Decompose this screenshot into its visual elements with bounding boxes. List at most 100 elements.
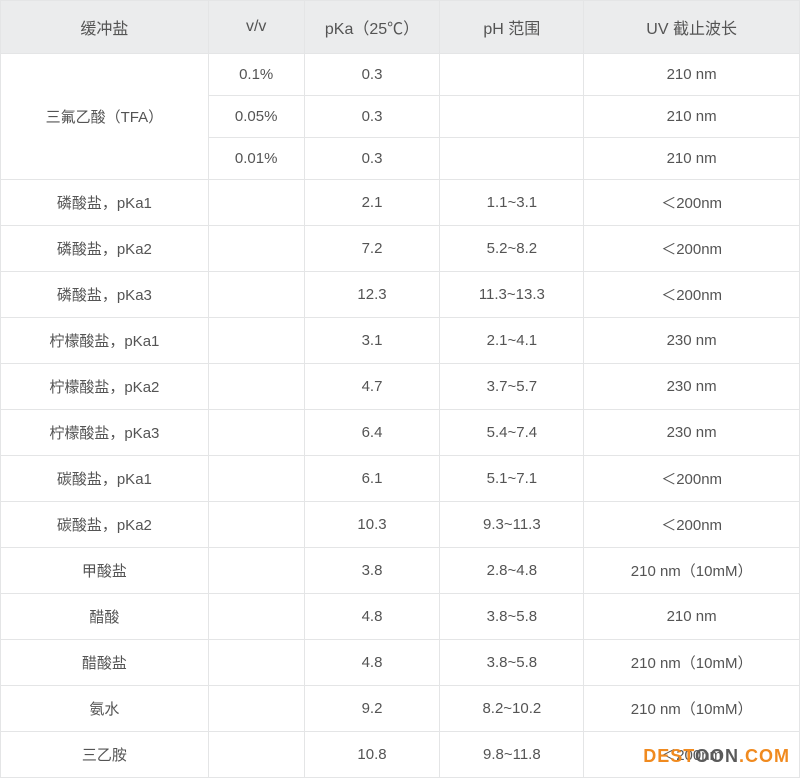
cell-pka: 6.4 [304, 410, 440, 456]
table-row: 醋酸 4.83.8~5.8210 nm [1, 594, 800, 640]
cell-ph: 5.2~8.2 [440, 226, 584, 272]
cell-pka: 0.3 [304, 54, 440, 96]
table-row: 磷酸盐，pKa1 2.11.1~3.1＜200nm [1, 180, 800, 226]
cell-pka: 0.3 [304, 138, 440, 180]
cell-pka: 10.3 [304, 502, 440, 548]
cell-name: 磷酸盐，pKa3 [1, 272, 209, 318]
buffer-salt-table: 缓冲盐 v/v pKa（25℃） pH 范围 UV 截止波长 三氟乙酸（TFA）… [0, 0, 800, 778]
cell-vv: 0.01% [208, 138, 304, 180]
cell-vv [208, 594, 304, 640]
table-row: 磷酸盐，pKa3 12.311.3~13.3＜200nm [1, 272, 800, 318]
cell-ph [440, 54, 584, 96]
cell-ph: 5.4~7.4 [440, 410, 584, 456]
cell-name: 磷酸盐，pKa2 [1, 226, 209, 272]
cell-pka: 6.1 [304, 456, 440, 502]
cell-pka: 3.1 [304, 318, 440, 364]
table-row: 醋酸盐 4.83.8~5.8210 nm（10mM） [1, 640, 800, 686]
cell-vv: 0.05% [208, 96, 304, 138]
cell-vv [208, 502, 304, 548]
cell-vv [208, 640, 304, 686]
cell-vv [208, 180, 304, 226]
cell-name: 柠檬酸盐，pKa1 [1, 318, 209, 364]
cell-ph: 2.1~4.1 [440, 318, 584, 364]
cell-name: 柠檬酸盐，pKa3 [1, 410, 209, 456]
cell-uv: 210 nm（10mM） [584, 640, 800, 686]
cell-pka: 4.8 [304, 640, 440, 686]
table-row: 磷酸盐，pKa2 7.25.2~8.2＜200nm [1, 226, 800, 272]
table-row: 碳酸盐，pKa2 10.39.3~11.3＜200nm [1, 502, 800, 548]
cell-name: 三乙胺 [1, 732, 209, 778]
cell-name: 三氟乙酸（TFA） [1, 54, 209, 180]
cell-uv: ＜200nm [584, 502, 800, 548]
table-row: 氨水 9.28.2~10.2210 nm（10mM） [1, 686, 800, 732]
cell-ph: 8.2~10.2 [440, 686, 584, 732]
table-row: 柠檬酸盐，pKa3 6.45.4~7.4230 nm [1, 410, 800, 456]
header-col5: UV 截止波长 [584, 1, 800, 54]
cell-uv: 210 nm [584, 594, 800, 640]
table-row: 三氟乙酸（TFA）0.1%0.3210 nm [1, 54, 800, 96]
cell-name: 碳酸盐，pKa1 [1, 456, 209, 502]
cell-pka: 4.8 [304, 594, 440, 640]
cell-uv: 210 nm（10mM） [584, 686, 800, 732]
cell-uv: 210 nm（10mM） [584, 548, 800, 594]
table-header: 缓冲盐 v/v pKa（25℃） pH 范围 UV 截止波长 [1, 1, 800, 54]
cell-ph: 2.8~4.8 [440, 548, 584, 594]
cell-vv: 0.1% [208, 54, 304, 96]
cell-uv: 230 nm [584, 364, 800, 410]
cell-uv: 210 nm [584, 96, 800, 138]
cell-ph [440, 138, 584, 180]
cell-name: 氨水 [1, 686, 209, 732]
cell-ph: 3.7~5.7 [440, 364, 584, 410]
cell-uv: 210 nm [584, 54, 800, 96]
cell-name: 碳酸盐，pKa2 [1, 502, 209, 548]
cell-uv: 230 nm [584, 410, 800, 456]
header-col4: pH 范围 [440, 1, 584, 54]
cell-ph: 3.8~5.8 [440, 594, 584, 640]
cell-name: 醋酸盐 [1, 640, 209, 686]
cell-vv [208, 226, 304, 272]
cell-vv [208, 686, 304, 732]
header-col1: 缓冲盐 [1, 1, 209, 54]
cell-ph: 3.8~5.8 [440, 640, 584, 686]
cell-vv [208, 548, 304, 594]
cell-name: 磷酸盐，pKa1 [1, 180, 209, 226]
table-row: 三乙胺 10.89.8~11.8＜200nm [1, 732, 800, 778]
header-col2: v/v [208, 1, 304, 54]
cell-pka: 12.3 [304, 272, 440, 318]
cell-name: 醋酸 [1, 594, 209, 640]
cell-uv: ＜200nm [584, 456, 800, 502]
table-row: 甲酸盐 3.82.8~4.8210 nm（10mM） [1, 548, 800, 594]
cell-vv [208, 732, 304, 778]
cell-vv [208, 272, 304, 318]
cell-pka: 0.3 [304, 96, 440, 138]
table-row: 碳酸盐，pKa1 6.15.1~7.1＜200nm [1, 456, 800, 502]
cell-vv [208, 364, 304, 410]
cell-uv: 230 nm [584, 318, 800, 364]
cell-uv: ＜200nm [584, 180, 800, 226]
cell-name: 甲酸盐 [1, 548, 209, 594]
header-col3: pKa（25℃） [304, 1, 440, 54]
cell-pka: 2.1 [304, 180, 440, 226]
cell-uv: 210 nm [584, 138, 800, 180]
table-row: 柠檬酸盐，pKa1 3.12.1~4.1230 nm [1, 318, 800, 364]
cell-ph: 9.3~11.3 [440, 502, 584, 548]
cell-uv: ＜200nm [584, 226, 800, 272]
cell-vv [208, 318, 304, 364]
cell-pka: 3.8 [304, 548, 440, 594]
cell-ph: 1.1~3.1 [440, 180, 584, 226]
table-row: 柠檬酸盐，pKa2 4.73.7~5.7230 nm [1, 364, 800, 410]
cell-name: 柠檬酸盐，pKa2 [1, 364, 209, 410]
cell-ph: 9.8~11.8 [440, 732, 584, 778]
cell-uv: ＜200nm [584, 272, 800, 318]
cell-pka: 7.2 [304, 226, 440, 272]
cell-pka: 4.7 [304, 364, 440, 410]
cell-vv [208, 456, 304, 502]
cell-ph: 5.1~7.1 [440, 456, 584, 502]
cell-ph [440, 96, 584, 138]
cell-ph: 11.3~13.3 [440, 272, 584, 318]
cell-pka: 10.8 [304, 732, 440, 778]
cell-vv [208, 410, 304, 456]
table-body: 三氟乙酸（TFA）0.1%0.3 210 nm 0.05%0.3 210 nm 0.01… [1, 54, 800, 778]
cell-pka: 9.2 [304, 686, 440, 732]
cell-uv: ＜200nm [584, 732, 800, 778]
